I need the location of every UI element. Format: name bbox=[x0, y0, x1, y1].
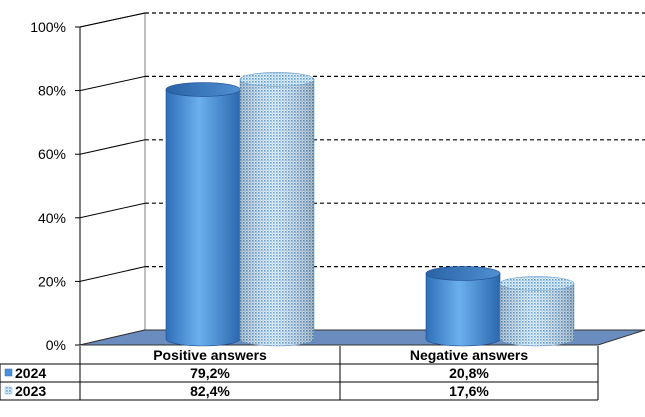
bar-top bbox=[239, 72, 315, 87]
series-name: 2024 bbox=[15, 365, 46, 381]
y-tick-label: 40% bbox=[38, 210, 66, 226]
y-tick-label: 20% bbox=[38, 273, 66, 289]
bar-top bbox=[499, 276, 575, 291]
y-tick-label: 100% bbox=[30, 19, 66, 35]
y-tick-label: 80% bbox=[38, 83, 66, 99]
gridline-side bbox=[79, 12, 146, 28]
y-tick-label: 60% bbox=[38, 146, 66, 162]
gridline-side bbox=[79, 75, 146, 92]
y-axis: 0% 20% 40% 60% 80% 100% bbox=[30, 19, 81, 353]
category-label: Positive answers bbox=[153, 347, 267, 363]
gridline-side bbox=[79, 266, 146, 282]
bar bbox=[165, 82, 241, 347]
bar-body bbox=[165, 89, 241, 347]
gridline-side bbox=[79, 139, 146, 155]
data-label: 82,4% bbox=[190, 383, 230, 399]
gridline-side bbox=[79, 202, 146, 219]
bar-shade bbox=[240, 79, 314, 346]
data-table: Positive answers Negative answers 2024 79,2… bbox=[0, 346, 599, 401]
chart-walls bbox=[79, 12, 146, 346]
legend-key bbox=[4, 368, 13, 377]
bar bbox=[499, 276, 575, 347]
legend-key bbox=[4, 386, 13, 395]
series-name: 2023 bbox=[15, 383, 46, 399]
bar-top bbox=[165, 82, 241, 97]
bars bbox=[165, 72, 575, 347]
gridlines bbox=[79, 12, 645, 282]
category-label: Negative answers bbox=[410, 347, 528, 363]
bar-shade bbox=[500, 283, 574, 346]
y-tick-label: 0% bbox=[46, 337, 66, 353]
bar bbox=[425, 266, 501, 347]
bar-body bbox=[425, 273, 501, 347]
bar-top bbox=[425, 266, 501, 281]
data-label: 79,2% bbox=[190, 365, 230, 381]
data-label: 20,8% bbox=[449, 365, 489, 381]
bar bbox=[239, 72, 315, 347]
side-wall bbox=[79, 12, 146, 346]
data-label: 17,6% bbox=[449, 383, 489, 399]
